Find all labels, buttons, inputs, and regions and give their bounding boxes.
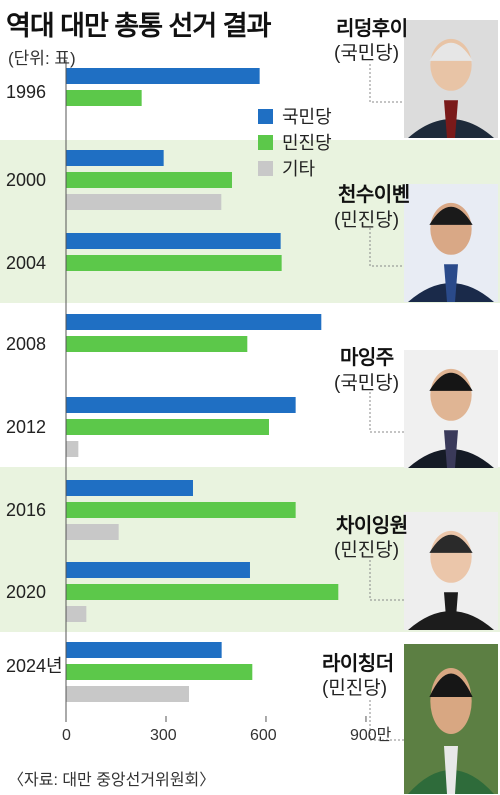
bar-other-2016 (66, 524, 119, 540)
year-label: 2000 (6, 170, 46, 190)
bar-other-2000 (66, 194, 222, 210)
year-label: 2016 (6, 500, 46, 520)
president-party-lee: (국민당) (334, 43, 400, 64)
year-label: 2020 (6, 582, 46, 602)
president-party-lai: (민진당) (322, 678, 388, 699)
president-party-tsai: (민진당) (334, 540, 400, 561)
legend: 국민당 민진당 기타 (258, 103, 332, 181)
president-name-tsai: 차이잉원 (336, 515, 408, 537)
bar-dpp-2004 (66, 255, 282, 271)
x-tick-label: 900만 (350, 726, 392, 744)
year-label: 2024년 (6, 656, 63, 676)
portrait-chen-shui-bian (404, 184, 498, 302)
bar-kmt-1996 (66, 68, 260, 84)
year-label: 2012 (6, 417, 46, 437)
bar-dpp-2008 (66, 336, 248, 352)
bar-dpp-2020 (66, 584, 339, 600)
bar-kmt-2024 (66, 642, 222, 658)
president-name-ma: 마잉주 (340, 347, 394, 369)
portrait-lee-teng-hui (404, 20, 498, 138)
president-name-chen: 천수이볜 (338, 184, 410, 206)
legend-swatch-dpp (258, 134, 273, 150)
unit-label: (단위: 표) (8, 49, 76, 68)
president-name-lee: 리덩후이 (336, 18, 408, 40)
leader-line (369, 64, 404, 103)
leader-line (369, 700, 404, 741)
bar-other-2024 (66, 686, 189, 702)
bar-kmt-2016 (66, 480, 193, 496)
x-tick-label: 600 (250, 727, 277, 744)
portrait-tsai-ing-wen (404, 512, 498, 630)
bar-kmt-2000 (66, 150, 164, 166)
bar-kmt-2020 (66, 562, 250, 578)
bar-dpp-2012 (66, 419, 269, 435)
legend-item-dpp: 민진당 (258, 129, 332, 155)
leader-line (369, 392, 404, 433)
president-party-chen: (민진당) (334, 210, 400, 231)
legend-item-other: 기타 (258, 155, 332, 181)
year-label: 1996 (6, 82, 46, 102)
bar-dpp-2000 (66, 172, 232, 188)
bar-kmt-2008 (66, 314, 322, 330)
year-label: 2004 (6, 253, 46, 273)
bar-other-2020 (66, 606, 87, 622)
leader-line (369, 228, 404, 267)
bar-dpp-2016 (66, 502, 296, 518)
legend-swatch-kmt (258, 108, 273, 124)
legend-item-kmt: 국민당 (258, 103, 332, 129)
president-name-lai: 라이칭더 (322, 653, 394, 675)
leader-line (369, 560, 404, 601)
bar-dpp-2024 (66, 664, 253, 680)
chart-title: 역대 대만 총통 선거 결과 (6, 11, 271, 41)
president-party-ma: (국민당) (334, 373, 400, 394)
bar-kmt-2012 (66, 397, 296, 413)
legend-label-other: 기타 (282, 159, 316, 179)
legend-label-kmt: 국민당 (282, 107, 332, 127)
bar-dpp-1996 (66, 90, 142, 106)
year-label: 2008 (6, 334, 46, 354)
portrait-ma-ying-jeou (404, 350, 498, 468)
portrait-lai-ching-te (404, 644, 498, 794)
legend-swatch-other (258, 160, 273, 176)
bar-kmt-2004 (66, 233, 281, 249)
x-tick-label: 0 (62, 727, 71, 744)
source-note: 〈자료: 대만 중앙선거위원회〉 (8, 772, 216, 789)
legend-label-dpp: 민진당 (282, 133, 332, 153)
bar-other-2012 (66, 441, 79, 457)
x-tick-label: 300 (150, 727, 177, 744)
